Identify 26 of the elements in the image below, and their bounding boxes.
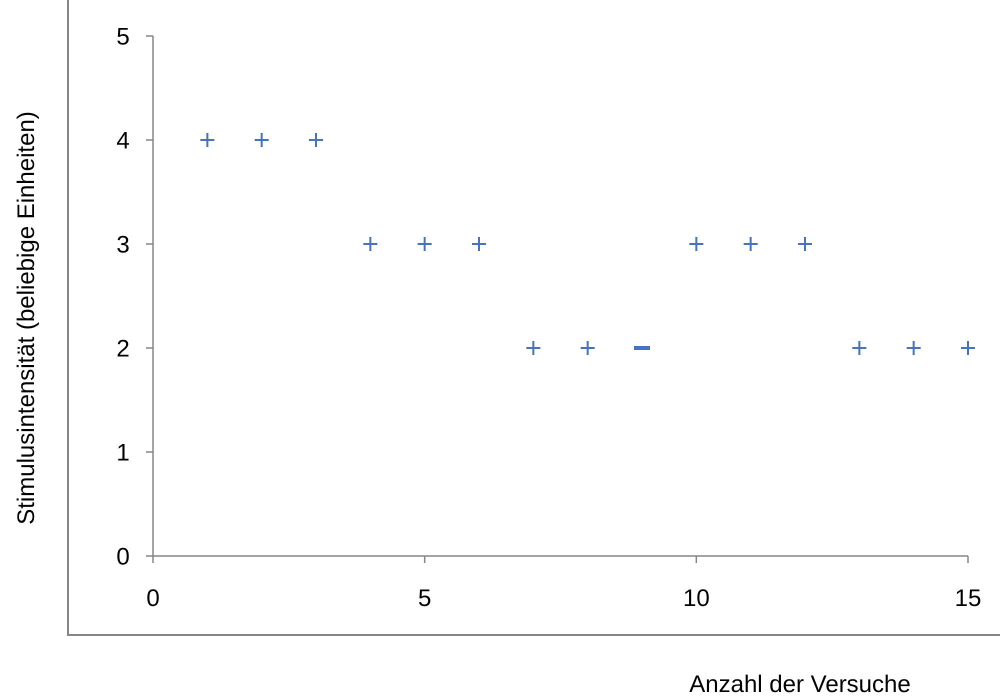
point: [199, 132, 216, 148]
point: [688, 236, 704, 252]
point: [525, 340, 542, 356]
point: [362, 236, 378, 252]
x-tick-label: 10: [682, 585, 710, 612]
point: [742, 236, 759, 252]
point: [960, 340, 976, 356]
y-tick-label: 3: [116, 231, 130, 258]
point: [797, 236, 813, 252]
point: [254, 132, 270, 148]
y-tick-label: 4: [116, 127, 130, 154]
x-tick-label: 15: [954, 585, 982, 612]
x-tick-label: 0: [146, 585, 160, 612]
point: [471, 236, 487, 252]
y-tick-label: 2: [116, 335, 130, 362]
point: [906, 340, 922, 356]
y-tick-label: 0: [116, 543, 130, 570]
y-axis-title: Stimulusintensität (beliebige Einheiten): [13, 111, 40, 525]
y-tick-label: 1: [116, 439, 130, 466]
point: [851, 340, 868, 356]
x-axis-title: Anzahl der Versuche: [689, 671, 911, 697]
point: [580, 340, 596, 356]
point: [416, 236, 433, 252]
y-tick-label: 5: [116, 23, 130, 50]
point: [308, 132, 324, 148]
x-tick-label: 5: [418, 585, 432, 612]
